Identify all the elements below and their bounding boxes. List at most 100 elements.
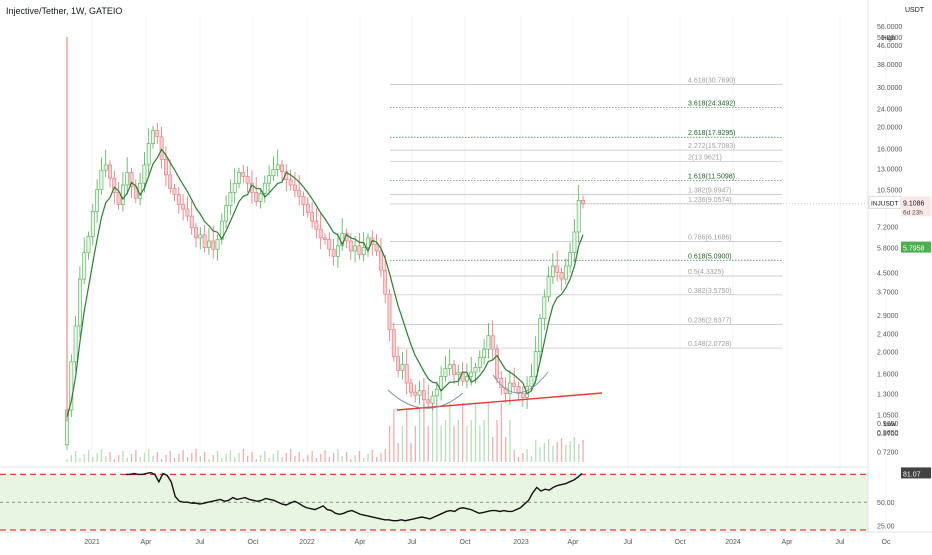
volume-bar bbox=[143, 453, 146, 462]
candle-body bbox=[73, 325, 78, 363]
fib-level-label: 0.236(2.6377) bbox=[688, 318, 732, 325]
candle-body bbox=[297, 190, 302, 197]
volume-bar bbox=[462, 403, 464, 462]
candle-body bbox=[452, 364, 456, 375]
candle-body bbox=[254, 192, 259, 202]
volume-bar bbox=[479, 426, 481, 462]
candle-body bbox=[516, 386, 521, 394]
price-tick-label: 20.0000 bbox=[877, 125, 902, 132]
candle-body bbox=[374, 243, 379, 252]
volume-bar bbox=[100, 449, 103, 462]
volume-bar bbox=[234, 457, 236, 462]
price-badge-countdown: 6d 23h bbox=[903, 209, 923, 216]
candle-body bbox=[258, 193, 263, 202]
candle-body bbox=[366, 237, 370, 248]
fib-level-label: 2(13.9621) bbox=[688, 155, 722, 162]
volume-bar bbox=[457, 420, 459, 462]
candle-body bbox=[456, 371, 461, 375]
time-tick-label: Apr bbox=[141, 539, 153, 546]
candle-body bbox=[555, 265, 560, 273]
high-label: High bbox=[882, 35, 896, 42]
volume-bar bbox=[96, 453, 98, 462]
volume-bar bbox=[492, 437, 494, 462]
candle-body bbox=[353, 245, 358, 252]
volume-bar bbox=[423, 403, 425, 462]
low-value-label: 0.9650 bbox=[877, 430, 899, 437]
volume-bar bbox=[320, 454, 322, 462]
candle-body bbox=[581, 200, 585, 204]
volume-bar bbox=[483, 420, 485, 462]
candle-body bbox=[305, 204, 310, 213]
volume-bar bbox=[333, 453, 335, 462]
volume-bar bbox=[376, 457, 378, 462]
price-tick-label: 38.0000 bbox=[877, 62, 902, 69]
candle-body bbox=[172, 188, 177, 195]
price-tick-label: 1.0500 bbox=[877, 413, 899, 420]
candle-body bbox=[211, 240, 216, 250]
volume-bar bbox=[509, 420, 511, 462]
candle-body bbox=[495, 348, 499, 379]
candle-body bbox=[99, 169, 104, 190]
rounding-bottom-arc bbox=[492, 371, 549, 394]
volume-bar bbox=[259, 455, 262, 462]
candle-body bbox=[447, 364, 452, 369]
volume-bar bbox=[66, 459, 68, 462]
candle-body bbox=[434, 388, 439, 397]
price-tick-label: 24.0000 bbox=[877, 107, 902, 114]
fib-level-label: 1.382(9.9947) bbox=[688, 187, 732, 194]
volume-bar bbox=[130, 454, 133, 462]
candle-body bbox=[78, 278, 82, 327]
candle-body bbox=[189, 215, 194, 229]
rsi-line bbox=[126, 471, 583, 522]
time-tick-label: Jul bbox=[196, 539, 205, 546]
volume-bar bbox=[363, 458, 365, 462]
volume-bar bbox=[216, 451, 219, 462]
volume-bar bbox=[70, 455, 72, 462]
volume-bar bbox=[526, 449, 528, 462]
candle-body bbox=[275, 164, 280, 170]
price-tick-label: 0.9650 bbox=[877, 421, 899, 428]
candle-body bbox=[164, 159, 168, 176]
volume-bar bbox=[414, 426, 416, 462]
volume-bar bbox=[75, 451, 77, 462]
price-tick-label: 1.3000 bbox=[877, 392, 899, 399]
candle-body bbox=[146, 143, 151, 166]
time-tick-label: 2021 bbox=[84, 539, 100, 546]
candle-body bbox=[404, 364, 409, 384]
candle-body bbox=[486, 335, 491, 350]
price-tick-label: 50.0000 bbox=[877, 35, 902, 42]
candle-body bbox=[538, 318, 542, 352]
candle-body bbox=[443, 368, 448, 377]
volume-bar bbox=[552, 446, 554, 462]
candle-body bbox=[267, 175, 272, 184]
candle-body bbox=[563, 265, 568, 280]
fib-level-label: 1.618(11.5098) bbox=[688, 174, 735, 181]
volume-bar bbox=[186, 457, 189, 462]
price-tick-label: 30.0000 bbox=[877, 85, 902, 92]
volume-bar bbox=[406, 409, 408, 462]
price-tick-label: 2.4000 bbox=[877, 332, 899, 339]
candle-body bbox=[232, 182, 237, 193]
candle-body bbox=[430, 395, 435, 404]
volume-bar bbox=[556, 442, 558, 462]
volume-bar bbox=[354, 455, 356, 462]
candle-body bbox=[396, 356, 401, 371]
volume-bar bbox=[139, 457, 141, 462]
price-tick-label: 4.5000 bbox=[877, 270, 899, 277]
candle-body bbox=[151, 130, 155, 144]
volume-bar bbox=[221, 458, 223, 462]
time-tick-label: Oct bbox=[248, 539, 259, 546]
volume-bar bbox=[182, 450, 184, 462]
volume-bar bbox=[161, 459, 163, 462]
candle-body bbox=[108, 164, 112, 179]
candle-body bbox=[176, 193, 181, 205]
candle-body bbox=[361, 247, 366, 255]
candle-body bbox=[69, 361, 74, 411]
volume-bar bbox=[522, 453, 524, 462]
volume-bar bbox=[212, 455, 214, 462]
candle-body bbox=[116, 192, 121, 205]
time-tick-label: Jul bbox=[836, 539, 845, 546]
candle-body bbox=[125, 172, 130, 186]
